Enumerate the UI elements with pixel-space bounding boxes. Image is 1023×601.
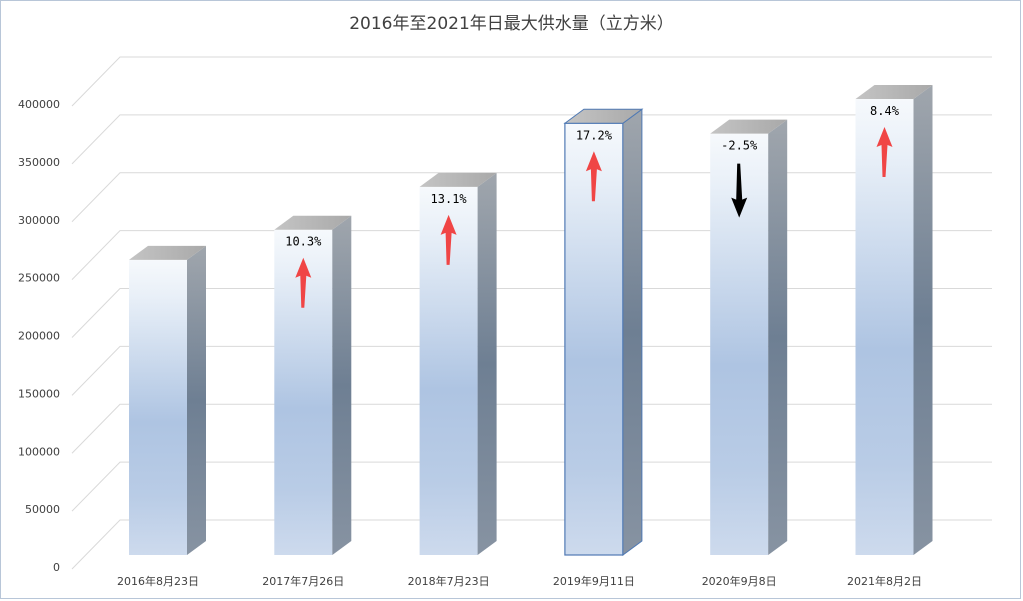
bars: 10.3% 13.1% 17.2% -2.5% 8.4% [129, 84, 933, 556]
x-tick-label: 2020年9月8日 [702, 574, 777, 588]
x-tick-label: 2017年7月26日 [262, 574, 344, 588]
y-tick-label: 250000 [18, 272, 60, 285]
y-tick-label: 150000 [18, 387, 60, 400]
bar-side [477, 172, 497, 556]
x-axis-ticks: 2016年8月23日 2017年7月26日 2018年7月23日 2019年9月11日… [117, 574, 922, 588]
bar-top [855, 84, 933, 99]
x-tick-label: 2016年8月23日 [117, 574, 199, 588]
change-label: 13.1% [431, 192, 468, 206]
bar-top [129, 245, 206, 260]
y-tick-label: 0 [53, 561, 60, 574]
arrow-up-icon [876, 126, 893, 177]
bar-side [622, 108, 643, 556]
gridlines [71, 56, 992, 570]
bar-group [129, 245, 206, 555]
arrow-up-icon [295, 257, 312, 308]
bar-top [274, 215, 352, 230]
x-tick-label: 2019年9月11日 [553, 574, 635, 588]
y-tick-label: 50000 [25, 503, 60, 516]
gridline [71, 56, 992, 107]
bar-side [187, 245, 206, 555]
bar-side [768, 119, 788, 556]
gridline [71, 288, 992, 338]
gridline [71, 230, 992, 280]
x-tick-label: 2021年8月2日 [847, 574, 922, 588]
gridline [71, 461, 992, 512]
bar-group: 10.3% [274, 215, 352, 555]
change-label: 10.3% [285, 235, 322, 249]
bar-top [419, 172, 497, 187]
y-tick-label: 200000 [18, 330, 60, 343]
bar-top [710, 119, 788, 134]
change-label: -2.5% [721, 139, 758, 153]
bar-side [332, 215, 352, 555]
bar-group: 17.2% [563, 108, 644, 556]
bar [129, 259, 187, 555]
y-axis-ticks: 0 50000 100000 150000 200000 250000 300000 3500… [18, 98, 60, 574]
gridline [71, 172, 992, 223]
arrow-up-icon [585, 151, 602, 202]
gridline [71, 114, 992, 165]
gridline [71, 403, 992, 454]
change-label: 8.4% [870, 104, 900, 118]
bar-side [913, 84, 933, 555]
bar-group: 13.1% [419, 172, 497, 556]
arrow-up-icon [440, 214, 457, 265]
arrow-down-icon [731, 163, 748, 218]
y-tick-label: 100000 [18, 445, 60, 458]
bar-group: 8.4% [855, 84, 933, 555]
gridline [71, 519, 992, 570]
x-tick-label: 2018年7月23日 [408, 574, 490, 588]
gridline [71, 345, 992, 396]
bar-top [563, 108, 644, 124]
y-tick-label: 300000 [18, 214, 60, 227]
change-label: 17.2% [576, 128, 613, 142]
y-tick-label: 350000 [18, 156, 60, 169]
bar-group: -2.5% [710, 119, 788, 556]
y-tick-label: 400000 [18, 98, 60, 111]
chart-title: 2016年至2021年日最大供水量（立方米） [349, 14, 674, 34]
